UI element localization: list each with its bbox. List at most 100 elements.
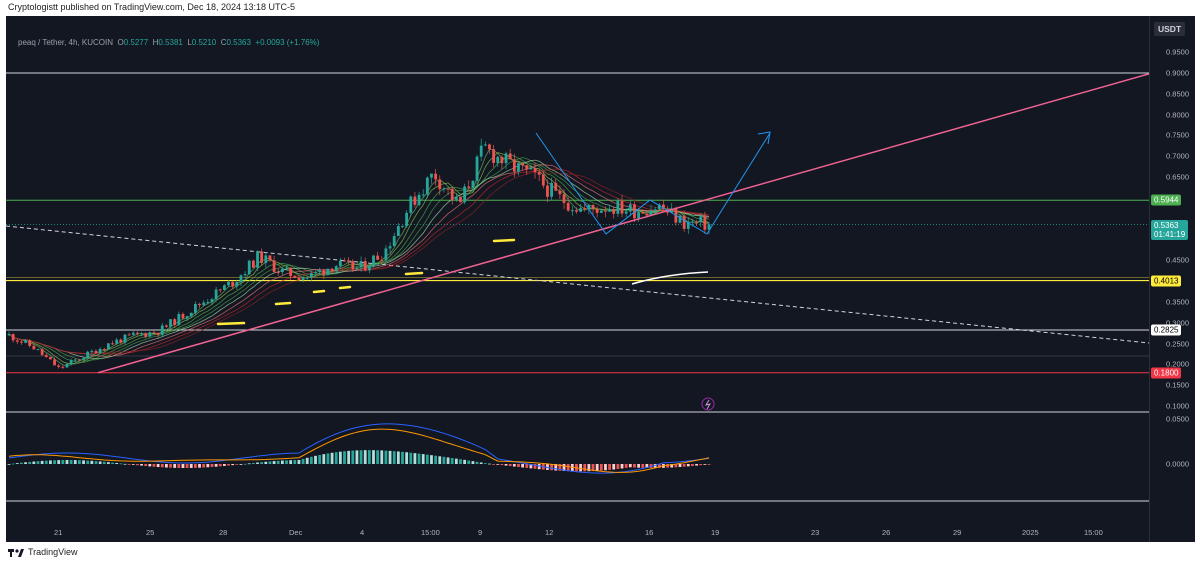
candle-body: [363, 261, 367, 271]
macd-histogram-bar: [637, 464, 640, 468]
macd-histogram-bar: [57, 460, 61, 464]
macd-histogram-bar: [326, 453, 330, 464]
macd-histogram-bar: [115, 462, 119, 464]
macd-histogram-bar: [550, 464, 554, 471]
macd-histogram-bar: [413, 453, 417, 464]
close-value: 0.5363: [226, 38, 251, 47]
macd-histogram-bar: [318, 454, 322, 464]
candle-body: [268, 255, 272, 261]
macd-histogram-bar: [359, 450, 363, 464]
candle-body: [608, 209, 611, 212]
macd-histogram-bar: [144, 464, 148, 467]
open-label: O: [117, 38, 124, 47]
macd-histogram-bar: [421, 454, 425, 464]
macd-histogram-bar: [293, 460, 297, 464]
chart-pane[interactable]: peaq / Tether, 4h, KUCOIN O0.5277 H0.538…: [6, 16, 1149, 542]
macd-tick-label: 0.0000: [1166, 459, 1189, 469]
macd-histogram-bar: [222, 464, 226, 466]
candle-body: [579, 208, 582, 212]
macd-histogram-bar: [496, 464, 500, 465]
macd-histogram-bar: [608, 464, 611, 470]
macd-histogram-bar: [666, 464, 669, 468]
candle-body: [459, 197, 462, 203]
time-axis[interactable]: 21 25 28 Dec 4 15:00 9 12 16 19 23 26 29 2025 15:00: [6, 524, 1149, 542]
candle-body: [546, 185, 549, 197]
support-marker: [274, 301, 292, 306]
macd-histogram-bar: [86, 460, 90, 464]
lightning-bolt: [704, 399, 712, 410]
candle-body: [699, 216, 703, 223]
price-tag: 0.1800: [1151, 367, 1182, 379]
candle-body: [297, 277, 301, 281]
macd-histogram-bar: [678, 464, 682, 468]
candle-body: [119, 339, 123, 343]
macd-histogram-bar: [438, 456, 442, 464]
macd-histogram-bar: [703, 464, 707, 465]
macd-histogram-bar: [533, 464, 537, 469]
candle-body: [488, 144, 491, 150]
macd-histogram-bar: [235, 464, 239, 465]
macd-histogram-bar: [430, 455, 433, 464]
price-plot[interactable]: [6, 16, 1149, 542]
macd-histogram-bar: [434, 455, 438, 464]
price-tick-label: 0.9500: [1166, 47, 1189, 57]
macd-histogram-bar: [94, 461, 98, 464]
close-label: C: [220, 38, 227, 47]
candle-body: [554, 182, 558, 191]
support-marker: [312, 289, 326, 294]
lightning-icon: [701, 397, 715, 411]
candle-body: [318, 270, 322, 272]
macd-histogram-bar: [20, 462, 23, 464]
symbol-name[interactable]: peaq / Tether, 4h, KUCOIN: [18, 38, 114, 47]
candle-body: [537, 172, 541, 175]
macd-histogram-bar: [309, 456, 313, 464]
macd-histogram-bar: [620, 464, 624, 469]
candle-body: [396, 226, 400, 237]
candle-body: [570, 210, 574, 212]
price-scale[interactable]: USDT 0.9500 0.9000 0.8500 0.8000 0.7500 0.700…: [1149, 16, 1195, 542]
candle-body: [210, 299, 214, 302]
change-value: +0.0093 (+1.76%): [255, 38, 320, 47]
macd-histogram-bar: [140, 464, 143, 466]
macd-histogram-bar: [376, 450, 380, 464]
candle-body: [372, 255, 375, 267]
candle-body: [330, 268, 334, 272]
macd-histogram-bar: [73, 460, 77, 464]
candle-body: [49, 356, 52, 360]
candle-body: [591, 205, 595, 209]
macd-histogram-bar: [198, 464, 201, 468]
candle-body: [57, 365, 61, 367]
candle-body: [413, 196, 417, 205]
ma-ribbon-line: [8, 159, 710, 359]
macd-histogram-bar: [500, 464, 504, 466]
macd-histogram-bar: [591, 464, 595, 472]
support-marker: [338, 285, 352, 290]
macd-histogram-bar: [463, 459, 467, 464]
macd-histogram-bar: [260, 462, 264, 464]
macd-histogram-bar: [53, 460, 56, 464]
candle-body: [15, 340, 19, 342]
macd-histogram-bar: [24, 462, 27, 464]
candle-body: [227, 281, 230, 286]
candle-body: [612, 209, 616, 214]
macd-histogram-bar: [595, 464, 599, 471]
candle-body: [218, 289, 222, 291]
macd-histogram-bar: [239, 464, 243, 465]
candle-body: [425, 177, 429, 195]
macd-histogram-bar: [301, 458, 305, 464]
low-label: L: [187, 38, 192, 47]
currency-badge[interactable]: USDT: [1154, 22, 1186, 36]
macd-histogram-bar: [583, 464, 587, 472]
candle-body: [604, 210, 607, 212]
macd-histogram-bar: [546, 464, 549, 470]
candle-body: [123, 334, 127, 343]
publisher-caption: Cryptologistt published on TradingView.c…: [8, 2, 295, 12]
macd-histogram-bar: [193, 464, 197, 468]
candle-body: [463, 186, 467, 203]
macd-histogram-bar: [641, 464, 645, 468]
ma-ribbon-line: [8, 164, 710, 357]
macd-histogram-bar: [653, 464, 657, 468]
candle-body: [11, 334, 15, 341]
time-tick-label: 12: [545, 528, 554, 537]
